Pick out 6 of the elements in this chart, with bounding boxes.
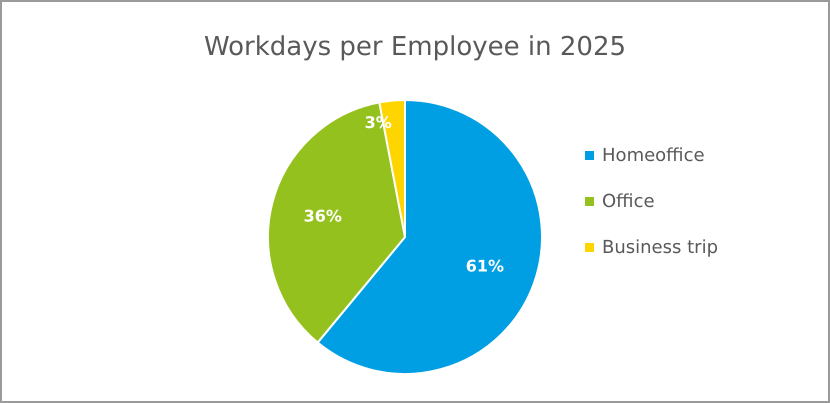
legend-label: Homeoffice	[602, 144, 705, 168]
chart-title: Workdays per Employee in 2025	[202, 32, 628, 62]
legend-label: Office	[602, 190, 655, 214]
data-label: 36%	[304, 206, 342, 226]
data-label: 61%	[466, 256, 504, 276]
legend-label: Business trip	[602, 236, 718, 260]
